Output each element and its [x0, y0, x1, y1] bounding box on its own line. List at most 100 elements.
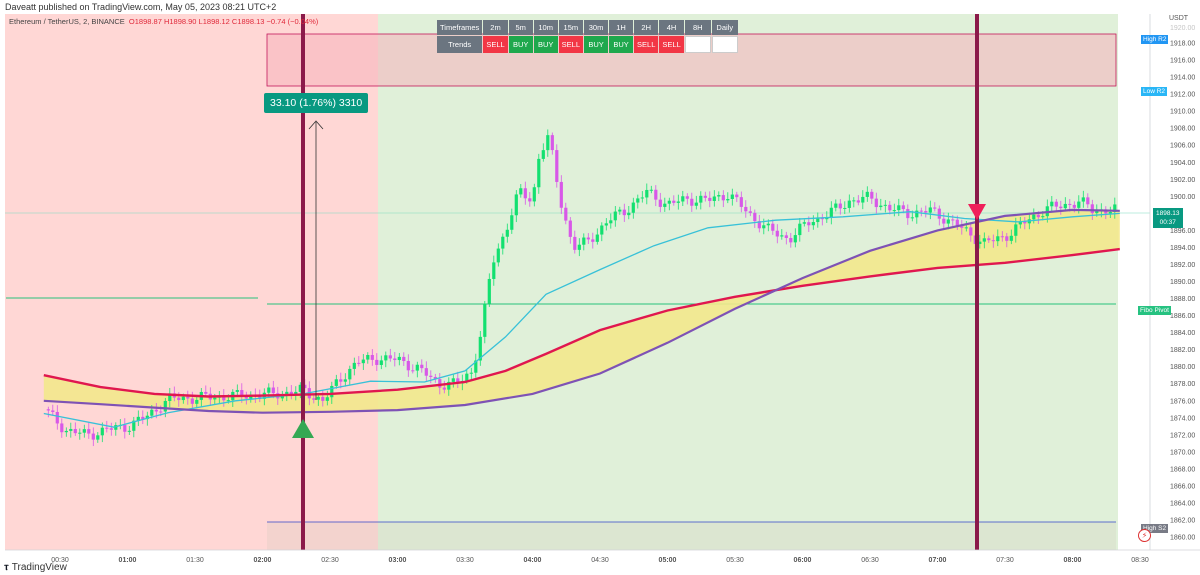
- candle: [978, 234, 982, 249]
- candle: [586, 233, 590, 244]
- candle: [384, 351, 388, 368]
- time-tick-13: 07:00: [929, 557, 947, 564]
- timeframe-3: 15m: [558, 20, 584, 35]
- candle: [654, 185, 658, 207]
- trend-table-signal-row: Trends SELL BUY BUY SELL BUY BUY SELL SELL: [437, 36, 738, 53]
- timeframe-2: 10m: [533, 20, 558, 35]
- candle: [1005, 232, 1009, 248]
- candle: [919, 207, 923, 217]
- price-range-measure-label[interactable]: 33.10 (1.76%) 3310: [264, 93, 369, 113]
- candle: [433, 373, 437, 383]
- candle: [334, 374, 338, 389]
- timeframe-8: 8H: [684, 20, 711, 35]
- candle: [649, 185, 653, 194]
- timeframe-1: 5m: [508, 20, 533, 35]
- candle: [1009, 229, 1013, 245]
- price-tick-21: 1874.00: [1170, 415, 1195, 422]
- time-tick-11: 06:00: [794, 557, 812, 564]
- candle: [91, 427, 95, 447]
- candle: [568, 217, 572, 244]
- candle: [861, 190, 865, 210]
- trend-signal-6: SELL: [634, 36, 659, 53]
- candle: [771, 219, 775, 235]
- candle: [870, 188, 874, 204]
- candle: [73, 422, 77, 436]
- candle: [838, 199, 842, 215]
- time-tick-12: 06:30: [861, 557, 879, 564]
- candle: [753, 209, 757, 228]
- candle: [775, 224, 779, 244]
- timeframes-header: Timeframes: [437, 20, 483, 35]
- candle: [703, 191, 707, 202]
- candle: [289, 385, 293, 400]
- candle: [627, 205, 631, 220]
- bull-zone: [378, 14, 1118, 550]
- time-tick-4: 02:30: [321, 557, 339, 564]
- candle: [748, 206, 752, 217]
- candle: [204, 385, 208, 397]
- currency-label: USDT: [1169, 15, 1189, 22]
- candle: [555, 144, 559, 188]
- trend-signal-4: BUY: [584, 36, 609, 53]
- candle: [397, 352, 401, 366]
- candle: [744, 200, 748, 218]
- candle: [676, 194, 680, 210]
- price-tick-19: 1878.00: [1170, 381, 1195, 388]
- trend-signal-5: BUY: [609, 36, 634, 53]
- time-tick-0: 00:30: [51, 557, 69, 564]
- price-tick-13: 1890.00: [1170, 279, 1195, 286]
- candle: [879, 198, 883, 211]
- high-r2-label: High R2: [1141, 35, 1169, 44]
- buy-triangle-icon: [292, 419, 314, 438]
- trend-signal-2: BUY: [533, 36, 558, 53]
- footer: ⲧ TradingView: [4, 561, 67, 574]
- time-tick-1: 01:00: [119, 557, 137, 564]
- candle: [357, 356, 361, 367]
- candle: [514, 190, 518, 223]
- candle: [235, 384, 239, 397]
- candle: [964, 221, 968, 232]
- candle: [816, 212, 820, 228]
- timeframe-9: Daily: [711, 20, 738, 35]
- bar-countdown: 00:37: [1159, 219, 1176, 226]
- candle: [96, 432, 100, 443]
- candle: [640, 191, 644, 203]
- candle: [523, 181, 527, 205]
- last-price-value: 1898.13: [1156, 210, 1180, 217]
- candle: [478, 330, 482, 366]
- candle: [294, 386, 298, 401]
- candle: [168, 387, 172, 408]
- ema-slow-line: [43, 208, 1120, 414]
- time-tick-15: 08:00: [1064, 557, 1082, 564]
- candle: [622, 203, 626, 222]
- candle: [546, 129, 550, 157]
- time-tick-7: 04:00: [524, 557, 542, 564]
- price-tick-2: 1914.00: [1170, 75, 1195, 82]
- flash-icon[interactable]: ⚡: [1138, 529, 1151, 542]
- candle: [888, 201, 892, 215]
- candle: [852, 197, 856, 208]
- candle: [487, 273, 491, 307]
- candle: [64, 427, 68, 437]
- candle: [456, 371, 460, 389]
- candle: [843, 201, 847, 215]
- candle: [609, 213, 613, 229]
- price-tick-6: 1906.00: [1170, 143, 1195, 150]
- candle: [132, 416, 136, 438]
- trend-signal-1: BUY: [508, 36, 533, 53]
- candle: [865, 186, 869, 202]
- candle: [901, 201, 905, 214]
- candle: [600, 222, 604, 242]
- candle: [789, 232, 793, 248]
- candle: [114, 422, 118, 436]
- candle: [361, 354, 365, 370]
- time-tick-3: 02:00: [254, 557, 272, 564]
- candle: [969, 223, 973, 242]
- candle: [960, 219, 964, 235]
- candle: [388, 348, 392, 362]
- candle: [1086, 193, 1090, 209]
- price-tick-17: 1882.00: [1170, 347, 1195, 354]
- candle: [874, 192, 878, 214]
- trend-signal-8: [684, 36, 711, 53]
